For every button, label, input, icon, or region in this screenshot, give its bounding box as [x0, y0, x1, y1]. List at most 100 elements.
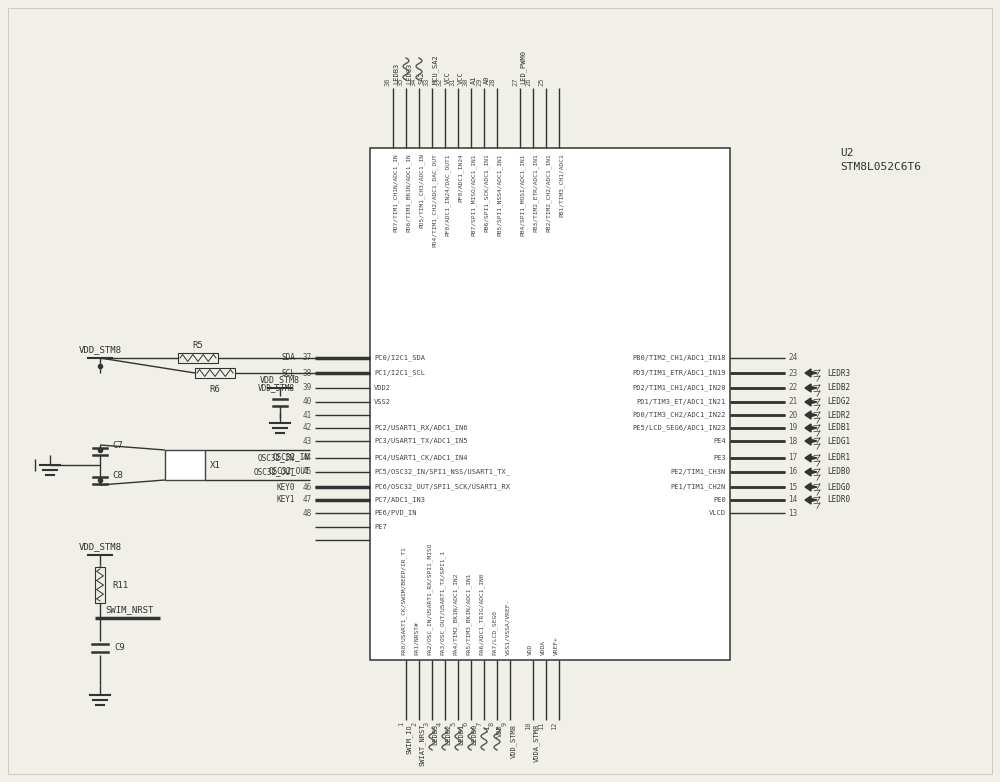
Text: 32: 32 [437, 77, 443, 86]
Text: LEDR2: LEDR2 [827, 411, 850, 419]
Text: PC0/I2C1_SDA: PC0/I2C1_SDA [374, 355, 425, 361]
Text: VDD_STM8: VDD_STM8 [510, 724, 517, 758]
Text: R6: R6 [210, 385, 220, 394]
Text: 19: 19 [788, 424, 797, 432]
Text: PF0/ADC1_IN24: PF0/ADC1_IN24 [458, 153, 464, 202]
Text: 3: 3 [424, 722, 430, 726]
Text: 42: 42 [303, 424, 312, 432]
Text: 17: 17 [788, 454, 797, 462]
Text: 6: 6 [463, 722, 469, 726]
Text: 16: 16 [788, 468, 797, 476]
Polygon shape [805, 468, 817, 476]
Text: 47: 47 [303, 496, 312, 504]
Text: PB4/SPI1_MOSI/ADC1_IN1: PB4/SPI1_MOSI/ADC1_IN1 [520, 153, 526, 235]
Text: 12: 12 [551, 722, 557, 730]
Text: 48: 48 [303, 508, 312, 518]
Text: PB0/TIM2_CH1/ADC1_IN18: PB0/TIM2_CH1/ADC1_IN18 [633, 355, 726, 361]
Text: LEDR1: LEDR1 [827, 454, 850, 462]
Text: C8: C8 [112, 471, 123, 479]
Text: LEDB0: LEDB0 [827, 468, 850, 476]
Text: LEDG3: LEDG3 [406, 63, 412, 84]
Text: OSC32_OUT: OSC32_OUT [268, 467, 310, 475]
Text: 14: 14 [788, 496, 797, 504]
Text: LEDB1: LEDB1 [827, 424, 850, 432]
Text: SWIM_IO: SWIM_IO [406, 724, 413, 754]
Text: 13: 13 [788, 508, 797, 518]
Text: PA5/TIM3_BKIN/ADC1_IN1: PA5/TIM3_BKIN/ADC1_IN1 [465, 572, 471, 655]
Text: PD1/TIM3_ET/ADC1_IN21: PD1/TIM3_ET/ADC1_IN21 [637, 399, 726, 405]
Text: OSC32_IN: OSC32_IN [273, 453, 310, 461]
Text: 39: 39 [303, 383, 312, 393]
Text: PD7/TIM1_CH1N/ADC1_IN: PD7/TIM1_CH1N/ADC1_IN [393, 153, 399, 231]
Text: 26: 26 [525, 77, 531, 86]
Text: 15: 15 [788, 482, 797, 492]
Text: PA4/TIM2_BKIN/ADC1_IN2: PA4/TIM2_BKIN/ADC1_IN2 [452, 572, 458, 655]
Text: U2
STM8L052C6T6: U2 STM8L052C6T6 [840, 148, 921, 172]
Text: PD6/TIM1_BK1N/ADC1_IN: PD6/TIM1_BK1N/ADC1_IN [406, 153, 412, 231]
Text: PC5/OSC32_IN/SPI1_NSS/USART1_TX_: PC5/OSC32_IN/SPI1_NSS/USART1_TX_ [374, 468, 510, 475]
Text: PC3/USART1_TX/ADC1_IN5: PC3/USART1_TX/ADC1_IN5 [374, 438, 468, 444]
Text: SDA: SDA [281, 353, 295, 363]
Polygon shape [805, 411, 817, 419]
Text: LEDB2: LEDB2 [445, 724, 451, 745]
Text: PD4/TIM1_CH2/ADC1_DAC_OUT: PD4/TIM1_CH2/ADC1_DAC_OUT [432, 153, 438, 247]
Text: 9: 9 [502, 722, 508, 726]
Text: 44: 44 [303, 454, 312, 462]
Text: LEDB0: LEDB0 [471, 724, 477, 745]
Text: PC7/ADC1_IN3: PC7/ADC1_IN3 [374, 497, 425, 504]
Text: 7: 7 [476, 722, 482, 726]
Polygon shape [805, 398, 817, 406]
Text: 41: 41 [303, 411, 312, 419]
Text: LEDG1: LEDG1 [827, 436, 850, 446]
Text: LEDB3: LEDB3 [432, 724, 438, 745]
Text: 38: 38 [303, 368, 312, 378]
Text: A0: A0 [484, 76, 490, 84]
Text: PD2/TIM1_CH1/ADC1_IN20: PD2/TIM1_CH1/ADC1_IN20 [633, 385, 726, 391]
Text: PB3/TIM2_ETR/ADC1_IN1: PB3/TIM2_ETR/ADC1_IN1 [533, 153, 539, 231]
Text: LEDB1: LEDB1 [458, 724, 464, 745]
Text: 43: 43 [303, 436, 312, 446]
Text: LEDR0: LEDR0 [827, 496, 850, 504]
Text: PB5/SPI1_NSS4/ADC1_IN1: PB5/SPI1_NSS4/ADC1_IN1 [497, 153, 503, 235]
Text: PE7: PE7 [374, 524, 387, 530]
Text: PA2/OSC_IN/USART1_RX/SPI1_MISO: PA2/OSC_IN/USART1_RX/SPI1_MISO [426, 543, 432, 655]
Bar [195, 368, 235, 378]
Bar [178, 353, 218, 363]
Polygon shape [805, 437, 817, 445]
Text: LEDG2: LEDG2 [827, 397, 850, 407]
Text: 1: 1 [398, 722, 404, 726]
Text: 2: 2 [411, 722, 417, 726]
Text: 34: 34 [411, 77, 417, 86]
Polygon shape [805, 483, 817, 491]
Text: OSC32_IN: OSC32_IN [258, 454, 295, 462]
Text: 45: 45 [303, 468, 312, 476]
Text: 22: 22 [788, 383, 797, 393]
Text: VREF+: VREF+ [554, 637, 559, 655]
Text: LEDR3: LEDR3 [827, 368, 850, 378]
Text: PB6/SPI1_SCK/ADC1_IN1: PB6/SPI1_SCK/ADC1_IN1 [484, 153, 490, 231]
Polygon shape [805, 369, 817, 377]
Text: 20: 20 [788, 411, 797, 419]
Text: LEDB2: LEDB2 [827, 383, 850, 393]
Text: SWIAT_NRST: SWIAT_NRST [419, 724, 426, 766]
Text: PA0/USART1_CK/SWIM/BEEP/IR_T1: PA0/USART1_CK/SWIM/BEEP/IR_T1 [400, 547, 406, 655]
Text: VDD2: VDD2 [374, 385, 391, 391]
Bar [165, 450, 205, 480]
Text: PB1/TIM3_CH1/ADC1: PB1/TIM3_CH1/ADC1 [559, 153, 565, 217]
Text: C9: C9 [114, 644, 125, 652]
Text: PE4: PE4 [713, 438, 726, 444]
Text: VDD_STM8: VDD_STM8 [260, 375, 300, 384]
Text: 25: 25 [538, 77, 544, 86]
Text: 21: 21 [788, 397, 797, 407]
Text: 23: 23 [788, 368, 797, 378]
Text: R5: R5 [193, 341, 203, 350]
Text: LEDB3: LEDB3 [393, 63, 399, 84]
Text: VDD_STM8: VDD_STM8 [78, 345, 122, 354]
Text: 29: 29 [476, 77, 482, 86]
Text: PD5/TIM1_CH3/ADC1_IN: PD5/TIM1_CH3/ADC1_IN [419, 153, 425, 228]
Text: VCC: VCC [458, 71, 464, 84]
Text: SCL: SCL [281, 368, 295, 378]
Bar [370, 148, 730, 660]
Text: -1: -1 [484, 724, 490, 733]
Text: VDDA: VDDA [541, 640, 546, 655]
